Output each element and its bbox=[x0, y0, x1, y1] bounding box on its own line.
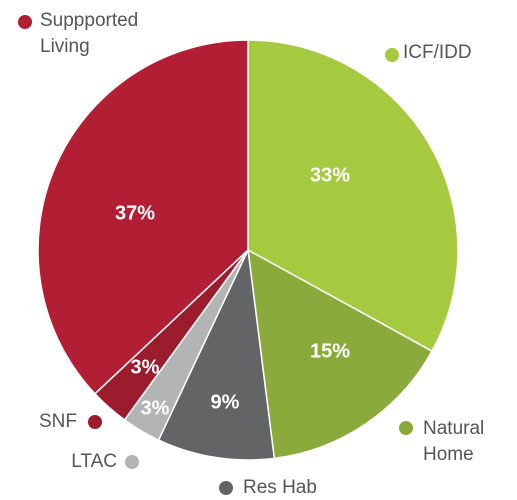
value-label: 33% bbox=[310, 164, 350, 186]
slice bbox=[157, 247, 276, 461]
slice bbox=[247, 39, 459, 353]
legend-label: ICF/IDD bbox=[403, 42, 472, 63]
legend-label: Res Hab bbox=[243, 477, 317, 498]
value-label: 37% bbox=[115, 202, 155, 224]
legend-label: SNF bbox=[39, 411, 77, 432]
value-label: 3% bbox=[131, 356, 160, 378]
value-label: 15% bbox=[310, 340, 350, 362]
value-label: 9% bbox=[211, 391, 240, 413]
legend-marker bbox=[125, 455, 139, 469]
legend-marker bbox=[219, 481, 233, 495]
value-label: 3% bbox=[141, 397, 170, 419]
legend-label: Natural Home bbox=[423, 418, 485, 465]
slice bbox=[37, 39, 249, 395]
legend-marker bbox=[88, 415, 102, 429]
legend-marker bbox=[399, 421, 413, 435]
legend-marker bbox=[18, 15, 32, 29]
legend-label: Suppported Living bbox=[40, 10, 139, 57]
slice bbox=[247, 248, 434, 460]
legend-label: LTAC bbox=[71, 451, 117, 472]
legend-marker bbox=[385, 48, 399, 62]
